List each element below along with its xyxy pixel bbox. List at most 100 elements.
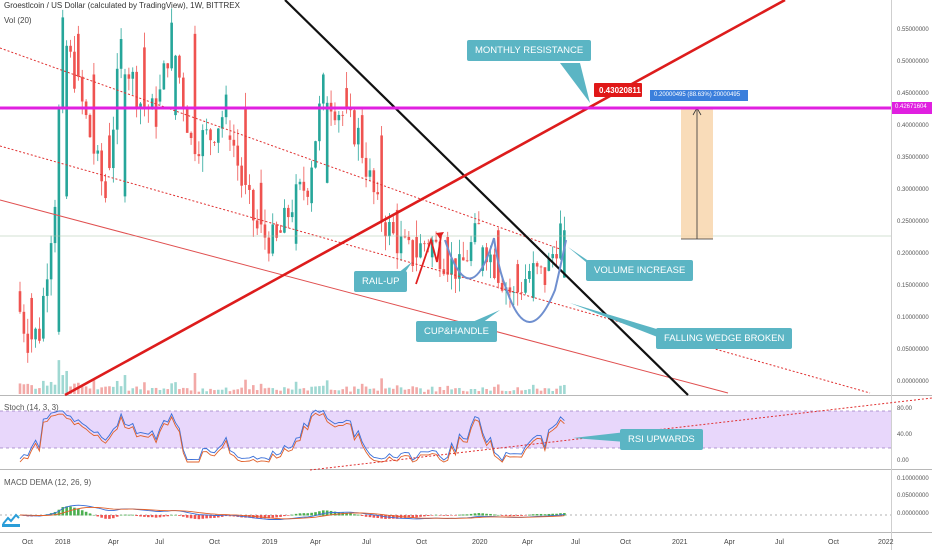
macd-bar [182,515,185,517]
macd-bar [88,513,92,516]
tradingview-logo-icon[interactable] [2,513,20,527]
macd-bar [493,514,496,516]
macd-bar [150,515,154,518]
volume-bar [391,388,395,394]
channel-mid-dotted[interactable] [0,145,871,394]
price-tick: 0.45000000 [897,91,929,97]
candle-body [119,39,123,69]
volume-bar [26,383,30,394]
macd-bar [314,512,317,516]
macd-bar [450,515,453,516]
candle-body [333,111,337,121]
candle-body [469,242,473,262]
price-tick: 0.55000000 [897,27,929,33]
volume-bar [45,385,49,394]
macd-bar [205,515,208,519]
volume-bar [119,386,123,394]
volume-bar [158,389,162,394]
candle-body [555,254,558,259]
macd-bar [426,515,430,516]
volume-bar [353,386,356,394]
volume-bar [419,388,422,394]
candle-body [434,239,438,242]
volume-bar [112,386,115,394]
macd-bar [395,515,399,519]
candle-body [228,135,232,140]
candle-body [353,110,356,145]
macd-bar [127,514,131,516]
macd-bar [279,515,282,517]
macd-bar [407,515,411,518]
candle-body [520,292,523,294]
macd-bar [217,515,220,518]
candle-body [384,222,387,237]
macd-bar [520,515,523,516]
chart-title: Groestlcoin / US Dollar (calculated by T… [4,1,240,10]
wedge-lower-line[interactable] [0,199,729,394]
volume-bar [143,382,146,394]
time-tick: 2018 [55,539,71,546]
macd-bar [271,515,275,518]
volume-bar [360,383,364,394]
candle-body [263,224,267,238]
macd-tick: 0.10000000 [897,476,929,482]
macd-bar [65,506,68,516]
macd-bar [380,515,383,519]
candle-body [310,167,313,204]
price-axis[interactable] [891,0,932,532]
time-tick: 2022 [878,539,894,546]
candle-body [450,258,453,275]
volume-bar [232,389,236,394]
volume-bar [135,386,138,394]
volume-bar [504,391,508,394]
cup-right [493,237,567,323]
volume-bar [384,388,387,394]
macd-bar [411,515,415,518]
candle-body [123,74,127,197]
candle-body [477,223,481,225]
macd-bar [531,514,535,516]
volume-bar [166,389,170,394]
candle-body [341,114,345,116]
candle-body [189,132,193,139]
candle-body [516,264,520,293]
callout-cup-handle[interactable]: CUP&HANDLE [416,321,497,342]
candle-body [131,71,135,79]
callout-monthly-resistance[interactable]: MONTHLY RESISTANCE [467,40,592,61]
macd-bar [368,515,372,518]
macd-bar [244,515,247,518]
macd-bar [96,515,100,517]
macd-bar [415,515,418,518]
stoch-lines [19,409,565,463]
macd-bar [442,515,446,516]
volume-bar [528,389,531,394]
macd-bar [143,515,146,517]
descending-trendline[interactable] [284,0,689,396]
candle-body [240,165,243,186]
volume-bar [286,388,290,394]
macd-bar [158,515,162,518]
candle-body [166,63,170,69]
macd-bar [73,507,76,516]
candle-body [154,98,158,127]
callout-falling-wedge[interactable]: FALLING WEDGE BROKEN [656,328,793,349]
candle-body [220,117,224,129]
callout-rsi-upwards[interactable]: RSI UPWARDS [620,429,703,450]
volume-bar [485,389,488,394]
volume-bar [38,388,41,394]
callout-pointer-rsi [573,432,626,442]
volume-bar [49,381,53,394]
candle-body [512,292,516,293]
candle-body [528,270,531,279]
callout-volume-increase[interactable]: VOLUME INCREASE [586,260,694,281]
callout-rail-up[interactable]: RAIL-UP [354,271,408,292]
monthly-resistance-line[interactable] [64,0,786,397]
candle-body [543,267,547,285]
volume-bar [380,378,383,394]
channel-upper-dotted[interactable] [0,47,561,250]
candle-body [458,254,461,279]
candle-body [224,94,228,118]
macd-bar [61,507,65,516]
volume-bar [438,386,442,394]
